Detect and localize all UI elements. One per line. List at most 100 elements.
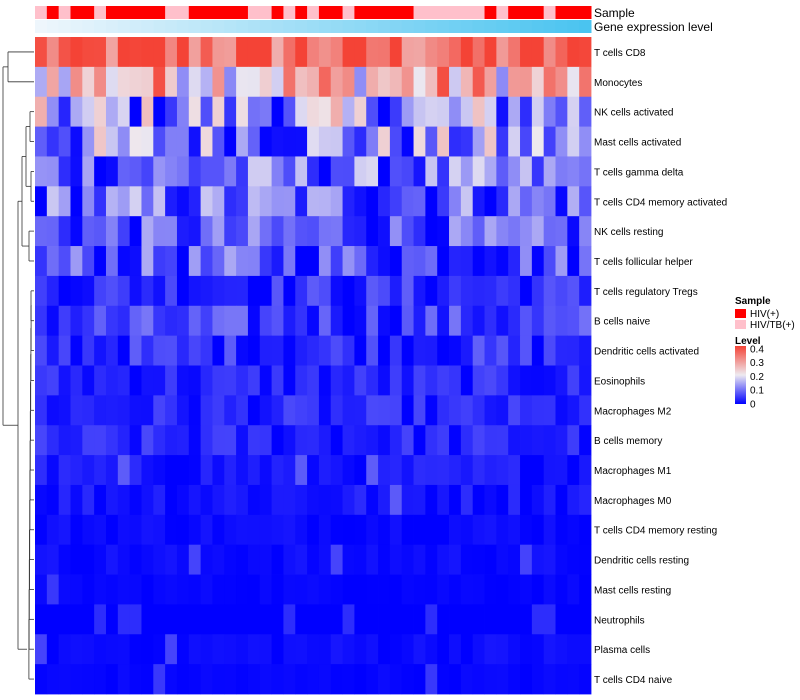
- heatmap-cell: [413, 246, 426, 277]
- heatmap-cell: [259, 186, 272, 217]
- heatmap-cell: [342, 634, 355, 665]
- heatmap-cell: [259, 634, 272, 665]
- heatmap-cell: [425, 395, 438, 426]
- heatmap-cell: [389, 37, 403, 68]
- heatmap-cell: [271, 544, 284, 575]
- heatmap-cell: [295, 216, 308, 247]
- heatmap-cell: [401, 425, 414, 456]
- heatmap-cell: [271, 484, 284, 516]
- heatmap-cell: [295, 186, 308, 217]
- heatmap-cell: [105, 37, 119, 68]
- heatmap-cell: [555, 275, 568, 307]
- heatmap-cell: [188, 186, 202, 217]
- heatmap-cell: [378, 96, 391, 127]
- heatmap-cell: [437, 574, 450, 605]
- heatmap-cell: [401, 186, 414, 217]
- heatmap-cell: [330, 425, 343, 456]
- heatmap-cell: [283, 216, 296, 247]
- heatmap-cell: [472, 37, 485, 68]
- heatmap-cell: [354, 365, 367, 396]
- sample-annotation-cell: [129, 6, 142, 19]
- sample-annotation-cell: [212, 6, 225, 19]
- heatmap-cell: [236, 126, 249, 157]
- heatmap-cell: [247, 664, 261, 695]
- heatmap-cell: [58, 395, 71, 426]
- heatmap-cell: [117, 216, 131, 247]
- gene-expression-annotation-cell: [579, 20, 592, 33]
- heatmap-cell: [543, 365, 556, 396]
- heatmap-cell: [460, 126, 474, 157]
- heatmap-cell: [378, 484, 391, 516]
- heatmap-cell: [460, 574, 474, 605]
- heatmap-cell: [82, 514, 95, 546]
- heatmap-cell: [579, 604, 592, 635]
- gene-expression-annotation-cell: [330, 20, 344, 33]
- sample-annotation-cell: [165, 6, 178, 19]
- heatmap-cell: [46, 126, 60, 157]
- heatmap-cell: [449, 574, 462, 605]
- heatmap-cell: [212, 455, 225, 486]
- gene-expression-annotation-cell: [354, 20, 367, 33]
- heatmap-cell: [484, 455, 497, 486]
- heatmap-cell: [70, 37, 83, 68]
- heatmap-cell: [283, 604, 296, 635]
- heatmap-cell: [271, 514, 284, 546]
- sample-annotation-cell: [401, 6, 415, 19]
- heatmap-cell: [283, 96, 296, 127]
- heatmap-cell: [105, 664, 119, 695]
- heatmap-cell: [366, 604, 379, 635]
- heatmap-cell: [378, 634, 391, 665]
- heatmap-cell: [212, 335, 225, 366]
- heatmap-cell: [318, 634, 332, 665]
- heatmap-cell: [129, 634, 142, 665]
- heatmap-cell: [129, 544, 142, 575]
- heatmap-cell: [58, 425, 71, 456]
- heatmap-cell: [236, 604, 249, 635]
- sample-annotation-cell: [58, 6, 71, 19]
- heatmap-cell: [105, 604, 119, 635]
- heatmap-cell: [496, 425, 509, 456]
- heatmap-cell: [283, 544, 296, 575]
- heatmap-cell: [555, 395, 568, 426]
- heatmap-cell: [520, 156, 533, 187]
- heatmap-cell: [449, 395, 462, 426]
- heatmap-cell: [224, 395, 237, 426]
- heatmap-cell: [484, 305, 497, 337]
- heatmap-cell: [484, 126, 497, 157]
- heatmap-cell: [318, 275, 332, 307]
- heatmap-cell: [366, 335, 379, 366]
- heatmap-cell: [247, 156, 261, 187]
- heatmap-cell: [224, 66, 237, 98]
- heatmap-cell: [366, 395, 379, 426]
- heatmap-cell: [46, 96, 60, 127]
- heatmap-cell: [342, 514, 355, 546]
- heatmap-cell: [117, 66, 131, 98]
- heatmap-cell: [437, 634, 450, 665]
- heatmap-cell: [271, 275, 284, 307]
- heatmap-cell: [165, 156, 178, 187]
- heatmap-cell: [153, 156, 166, 187]
- heatmap-cell: [224, 425, 237, 456]
- heatmap-cell: [472, 365, 485, 396]
- heatmap-cell: [58, 246, 71, 277]
- heatmap-cell: [259, 544, 272, 575]
- heatmap-cell: [460, 544, 474, 575]
- heatmap-cell: [307, 186, 320, 217]
- heatmap-cell: [342, 425, 355, 456]
- heatmap-cell: [520, 425, 533, 456]
- heatmap-cell: [342, 186, 355, 217]
- heatmap-cell: [46, 455, 60, 486]
- heatmap-cell: [378, 365, 391, 396]
- heatmap-cell: [330, 634, 343, 665]
- heatmap-cell: [212, 186, 225, 217]
- heatmap-cell: [200, 544, 213, 575]
- heatmap-cell: [188, 544, 202, 575]
- row-label: Macrophages M2: [594, 406, 672, 417]
- heatmap-cell: [520, 66, 533, 98]
- heatmap-cell: [46, 186, 60, 217]
- heatmap-cell: [247, 96, 261, 127]
- gene-expression-annotation-cell: [366, 20, 379, 33]
- heatmap-cell: [389, 335, 403, 366]
- heatmap-cell: [58, 514, 71, 546]
- heatmap-cell: [460, 455, 474, 486]
